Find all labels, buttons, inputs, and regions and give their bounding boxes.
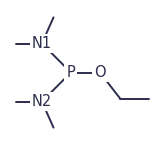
Text: N1: N1: [32, 36, 52, 51]
Text: N2: N2: [32, 94, 52, 109]
Text: P: P: [66, 65, 75, 80]
Text: O: O: [94, 65, 106, 80]
